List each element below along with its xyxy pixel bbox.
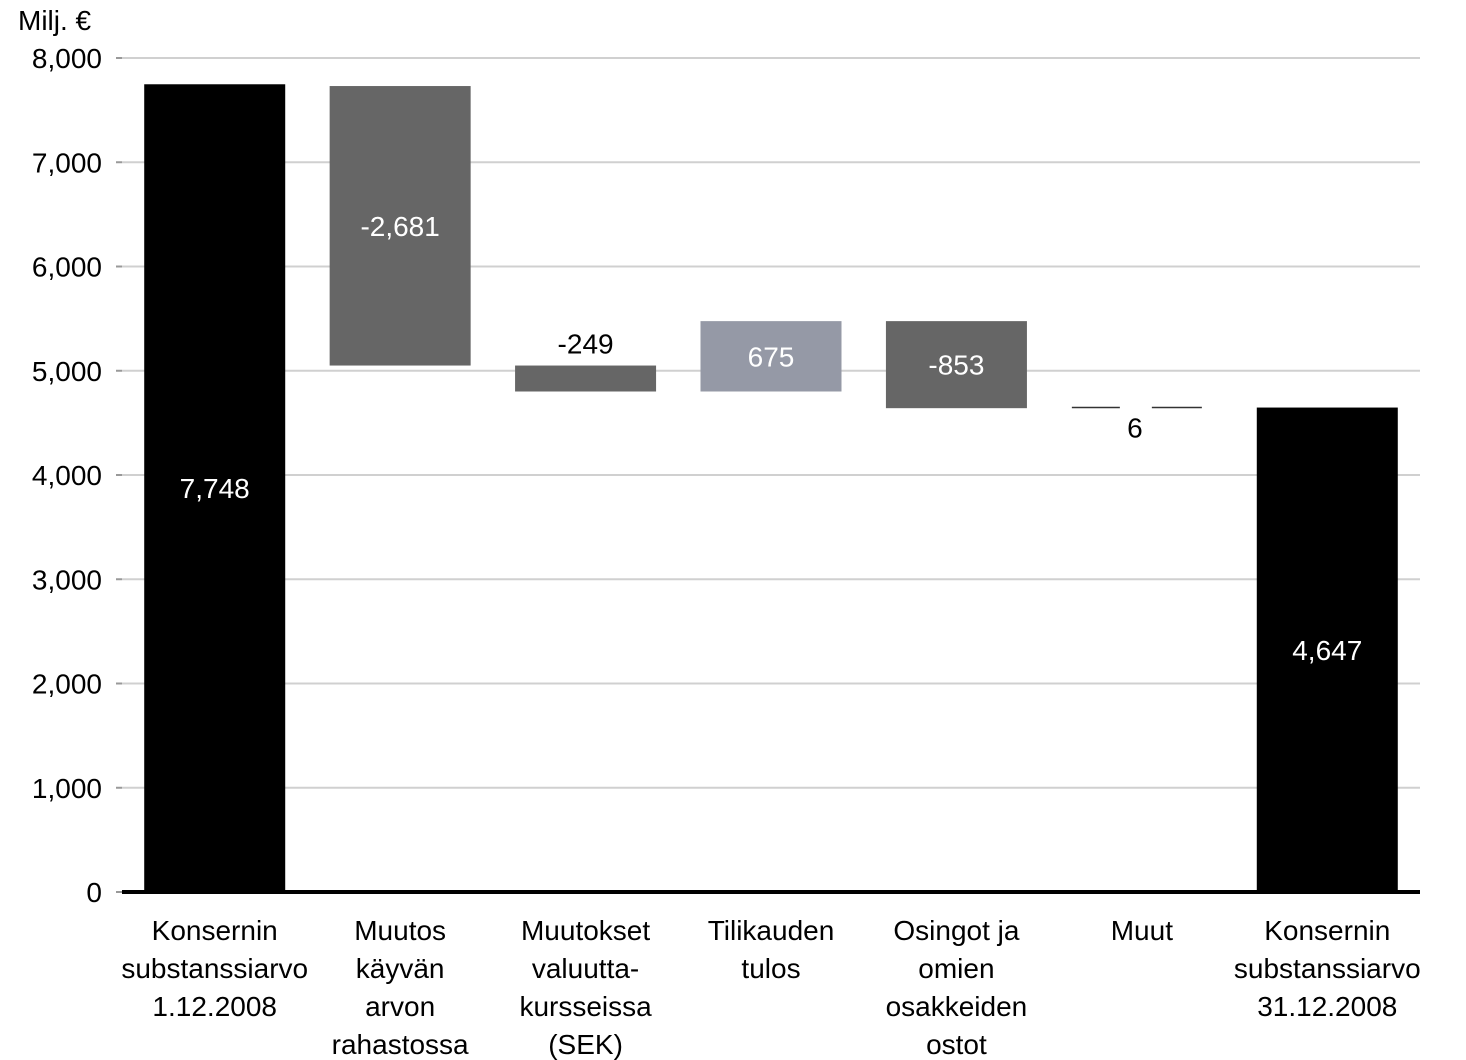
category-label: Osingot ja omien osakkeiden ostot (886, 915, 1028, 1060)
category-labels: Konsernin substanssiarvo 1.12.2008 Muutos kä… (121, 915, 1420, 1060)
bar (515, 365, 657, 392)
y-tick-label: 1,000 (32, 773, 102, 804)
bar (144, 84, 286, 892)
bar (885, 321, 1027, 409)
category-label-line: ostot (926, 1029, 987, 1060)
category-label-line: Muutos (354, 915, 446, 946)
data-labels: 7,748 -2,681 -249 675 -853 6 4,647 (180, 211, 1363, 666)
category-label-line: rahastossa (332, 1029, 469, 1060)
category-label-line: Konsernin (152, 915, 278, 946)
category-label-line: Muut (1111, 915, 1173, 946)
data-label: 6 (1127, 413, 1143, 444)
y-tick-label: 5,000 (32, 356, 102, 387)
category-label: Muutokset valuutta-kursseissa (SEK) (519, 915, 652, 1060)
category-label-line: käyvän (356, 953, 445, 984)
y-tick-label: 2,000 (32, 669, 102, 700)
y-tick-label: 0 (86, 877, 102, 908)
category-label: Tilikauden tulos (708, 915, 835, 984)
category-label-line: valuutta- (532, 953, 639, 984)
y-tick-label: 4,000 (32, 460, 102, 491)
category-label-line: substanssiarvo (121, 953, 308, 984)
category-label-line: Konsernin (1264, 915, 1390, 946)
data-label: 7,748 (180, 473, 250, 504)
y-tick-label: 8,000 (32, 43, 102, 74)
category-label-line: substanssiarvo (1234, 953, 1421, 984)
data-label: -853 (928, 350, 984, 381)
gridlines (122, 57, 1420, 789)
category-label-line: tulos (741, 953, 800, 984)
category-label-line: 1.12.2008 (152, 991, 277, 1022)
category-label-line: Osingot ja (893, 915, 1019, 946)
data-label: 4,647 (1292, 635, 1362, 666)
y-axis-ticks: 0 1,000 2,000 3,000 4,000 5,000 6,000 7,000 8,00… (32, 43, 122, 908)
bar (329, 86, 471, 366)
category-label-line: 31.12.2008 (1257, 991, 1397, 1022)
data-label: -2,681 (360, 211, 439, 242)
bars (144, 84, 1398, 892)
y-tick-label: 3,000 (32, 564, 102, 595)
category-label-line: (SEK) (548, 1029, 623, 1060)
category-label-line: omien (918, 953, 994, 984)
data-label: -249 (558, 329, 614, 360)
category-label-line: arvon (365, 991, 435, 1022)
category-label-line: kursseissa (519, 991, 652, 1022)
category-label: Konsernin substanssiarvo 1.12.2008 (121, 915, 308, 1022)
y-tick-label: 6,000 (32, 252, 102, 283)
category-label-line: Tilikauden (708, 915, 835, 946)
category-label-line: Muutokset (521, 915, 650, 946)
category-label-line: osakkeiden (886, 991, 1028, 1022)
category-label: Muut (1111, 915, 1173, 946)
unit-label: Milj. € (18, 5, 92, 36)
category-label: Konsernin substanssiarvo 31.12.2008 (1234, 915, 1421, 1022)
bar (700, 321, 842, 392)
y-tick-label: 7,000 (32, 147, 102, 178)
category-label: Muutos käyvän arvon rahastossa (332, 915, 469, 1060)
data-label: 675 (748, 341, 795, 372)
bar (1256, 407, 1398, 892)
